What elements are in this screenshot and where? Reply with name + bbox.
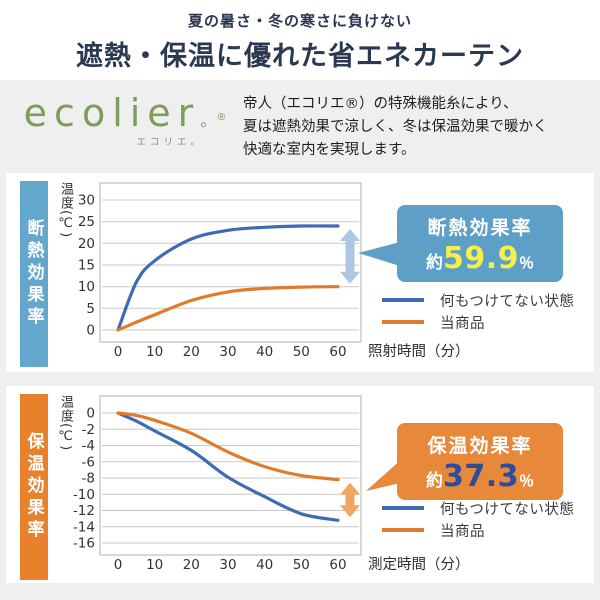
svg-text:60: 60 bbox=[329, 557, 346, 573]
callout-pointer-shape bbox=[358, 242, 400, 266]
logo-katakana: エコリエ。 bbox=[136, 137, 204, 148]
svg-text:50: 50 bbox=[293, 344, 310, 360]
callout-number: 59.9 bbox=[442, 241, 519, 276]
ecolier-logo: ecolier。® エコリエ。 bbox=[18, 94, 232, 148]
svg-text:-12: -12 bbox=[73, 503, 95, 519]
legend-swatch-blue bbox=[382, 506, 424, 510]
legend: 何もつけてない状態 当商品 bbox=[382, 289, 574, 333]
svg-text:10: 10 bbox=[146, 557, 163, 573]
description-line: 夏は遮熱効果で涼しく、冬は保温効果で暖かく bbox=[243, 118, 548, 135]
legend-item: 当商品 bbox=[382, 519, 574, 541]
header-subtitle: 夏の暑さ・冬の寒さに負けない bbox=[187, 14, 412, 30]
callout-number: 37.3 bbox=[442, 459, 519, 494]
description-line: 帝人（エコリエ®）の特殊機能糸により、 bbox=[243, 96, 518, 112]
callout-value: 約37.3％ bbox=[397, 461, 563, 493]
logo-text: ecolier bbox=[23, 91, 201, 135]
svg-text:-8: -8 bbox=[82, 471, 95, 487]
callout-insulation: 断熱効果率 約59.9％ bbox=[397, 205, 563, 282]
retention-chart: 0-2-4-6-8-10-12-14-160 10 20 30 40 50 60 測定時間（分… bbox=[73, 395, 470, 573]
legend: 何もつけてない状態 当商品 bbox=[382, 497, 574, 541]
side-label-insulation: 断熱効果率 bbox=[20, 181, 48, 367]
callout-prefix: 約 bbox=[425, 471, 443, 491]
svg-text:25: 25 bbox=[78, 214, 95, 230]
svg-text:-4: -4 bbox=[82, 438, 95, 454]
svg-text:5: 5 bbox=[86, 301, 95, 317]
svg-text:20: 20 bbox=[183, 557, 200, 573]
svg-text:0: 0 bbox=[114, 344, 123, 360]
svg-text:60: 60 bbox=[329, 344, 346, 360]
svg-text:40: 40 bbox=[256, 557, 273, 573]
page-title: 遮熱・保温に優れた省エネカーテン bbox=[76, 41, 524, 71]
svg-text:50: 50 bbox=[293, 557, 310, 573]
logo-dot: 。 bbox=[200, 111, 217, 130]
y-axis-label: 温度(℃) bbox=[58, 182, 73, 239]
svg-text:-10: -10 bbox=[73, 487, 95, 503]
svg-text:-16: -16 bbox=[73, 536, 95, 552]
header: 夏の暑さ・冬の寒さに負けない 遮熱・保温に優れた省エネカーテン bbox=[0, 0, 600, 73]
svg-text:20: 20 bbox=[78, 236, 95, 252]
registered-mark: ® bbox=[216, 112, 227, 123]
product-description: 帝人（エコリエ®）の特殊機能糸により、 夏は遮熱効果で涼しく、冬は保温効果で暖か… bbox=[243, 93, 593, 162]
legend-label: 何もつけてない状態 bbox=[440, 293, 575, 310]
legend-swatch-orange bbox=[382, 528, 424, 532]
legend-swatch-blue bbox=[382, 298, 424, 302]
retention-panel: 保温効果率 温度(℃) 0 -2 -4 -6 -8 -10 -12 -14 -16 0 10 20 30… bbox=[6, 386, 594, 583]
svg-text:30: 30 bbox=[219, 557, 236, 573]
callout-retention: 保温効果率 約37.3％ bbox=[397, 423, 563, 500]
legend-item: 何もつけてない状態 bbox=[382, 289, 574, 311]
legend-swatch-orange bbox=[382, 320, 424, 324]
svg-text:0: 0 bbox=[86, 323, 95, 339]
legend-item: 何もつけてない状態 bbox=[382, 497, 574, 519]
svg-text:0: 0 bbox=[86, 406, 95, 422]
svg-text:20: 20 bbox=[183, 344, 200, 360]
svg-text:-6: -6 bbox=[82, 454, 95, 470]
legend-label: 当商品 bbox=[440, 523, 485, 540]
intro-section: ecolier。® エコリエ。 帝人（エコリエ®）の特殊機能糸により、 夏は遮熱… bbox=[0, 80, 600, 173]
callout-pointer bbox=[358, 242, 400, 266]
callout-title: 断熱効果率 bbox=[427, 217, 533, 239]
svg-text:30: 30 bbox=[78, 193, 95, 209]
svg-text:40: 40 bbox=[256, 344, 273, 360]
svg-text:測定時間（分）: 測定時間（分） bbox=[368, 556, 470, 573]
legend-label: 何もつけてない状態 bbox=[440, 501, 575, 518]
description-line: 快適な室内を実現します。 bbox=[243, 141, 416, 158]
logo-wordmark: ecolier。® bbox=[18, 94, 232, 132]
svg-text:30: 30 bbox=[219, 344, 236, 360]
svg-text:照射時間（分）: 照射時間（分） bbox=[368, 343, 470, 360]
svg-text:0: 0 bbox=[114, 557, 123, 573]
svg-text:-2: -2 bbox=[82, 422, 95, 438]
callout-value: 約59.9％ bbox=[397, 243, 563, 275]
svg-text:10: 10 bbox=[78, 279, 95, 295]
svg-text:-14: -14 bbox=[73, 519, 95, 535]
side-label-retention: 保温効果率 bbox=[20, 394, 48, 580]
insulation-panel: 断熱効果率 温度(℃) 30 25 20 15 10 5 0 0 10 20 30 40 50 60 照射時… bbox=[6, 173, 594, 372]
callout-pointer-shape bbox=[366, 457, 404, 491]
legend-item: 当商品 bbox=[382, 311, 574, 333]
callout-title: 保温効果率 bbox=[427, 435, 533, 457]
callout-prefix: 約 bbox=[425, 253, 443, 273]
legend-label: 当商品 bbox=[440, 315, 485, 332]
y-axis-label: 温度(℃) bbox=[58, 395, 73, 452]
callout-unit: ％ bbox=[519, 472, 535, 490]
callout-pointer bbox=[366, 457, 404, 491]
svg-text:10: 10 bbox=[146, 344, 163, 360]
svg-text:15: 15 bbox=[78, 258, 95, 274]
callout-unit: ％ bbox=[519, 254, 535, 272]
